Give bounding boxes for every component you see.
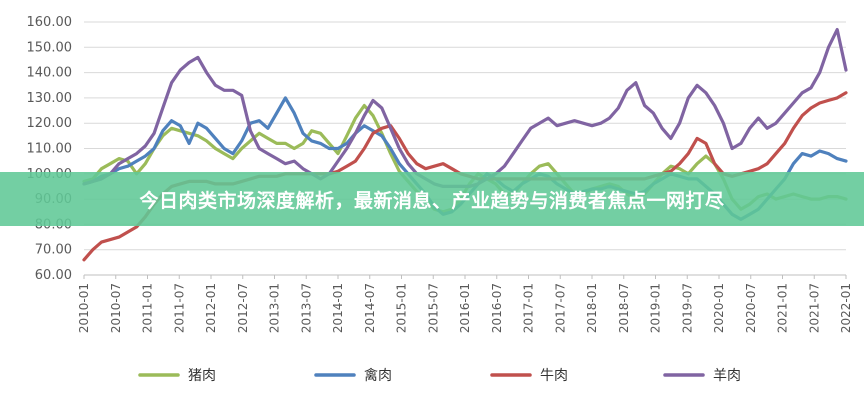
legend-label: 禽肉 [364,367,392,384]
x-tick-label: 2011-01 [141,283,155,333]
x-tick-label: 2018-01 [585,283,599,333]
x-tick-label: 2013-07 [299,283,313,333]
x-tick-label: 2022-01 [839,283,853,333]
x-tick-label: 2012-01 [204,283,218,333]
legend-label: 羊肉 [713,368,741,384]
x-tick-label: 2013-01 [268,283,282,333]
x-tick-label: 2021-01 [776,283,790,333]
x-tick-label: 2017-01 [522,283,536,333]
x-tick-label: 2020-01 [712,283,726,333]
x-tick-label: 2015-01 [395,283,409,333]
banner-title: 今日肉类市场深度解析，最新消息、产业趋势与消费者焦点一网打尽 [139,189,725,212]
legend-label: 牛肉 [540,368,568,384]
y-tick-label: 130.00 [27,91,73,106]
x-tick-label: 2020-07 [744,283,758,333]
x-tick-label: 2021-07 [807,283,821,333]
x-tick-label: 2016-07 [490,283,504,333]
x-axis: 2010-01 2010-07 2011-01 2011-07 2012-01 2012-… [77,274,853,333]
y-axis: 160.00150.00140.00130.00120.00110.00100.… [27,15,73,283]
x-tick-label: 2016-01 [458,283,472,333]
x-tick-label: 2014-07 [363,283,377,333]
x-tick-label: 2011-07 [172,283,186,333]
x-tick-label: 2019-07 [680,283,694,333]
y-tick-label: 140.00 [27,66,73,81]
title-banner: 今日肉类市场深度解析，最新消息、产业趋势与消费者焦点一网打尽 [0,172,864,226]
x-tick-label: 2019-01 [649,283,663,333]
legend: 猪肉 禽肉 牛肉 羊肉 [138,367,741,384]
x-tick-label: 2015-07 [426,283,440,333]
series-line-4 [82,28,848,188]
x-tick-label: 2010-07 [109,283,123,333]
y-tick-label: 70.00 [35,243,72,258]
x-tick-label: 2014-01 [331,283,345,333]
legend-label: 猪肉 [188,368,216,384]
x-tick-label: 2010-01 [77,283,91,333]
y-tick-label: 110.00 [27,142,73,157]
y-tick-label: 160.00 [27,15,73,30]
x-tick-label: 2018-07 [617,283,631,333]
y-tick-label: 120.00 [27,116,73,131]
x-tick-label: 2017-07 [553,283,567,333]
y-tick-label: 60.00 [35,268,72,283]
x-tick-label: 2012-07 [236,283,250,333]
y-tick-label: 150.00 [27,40,73,55]
